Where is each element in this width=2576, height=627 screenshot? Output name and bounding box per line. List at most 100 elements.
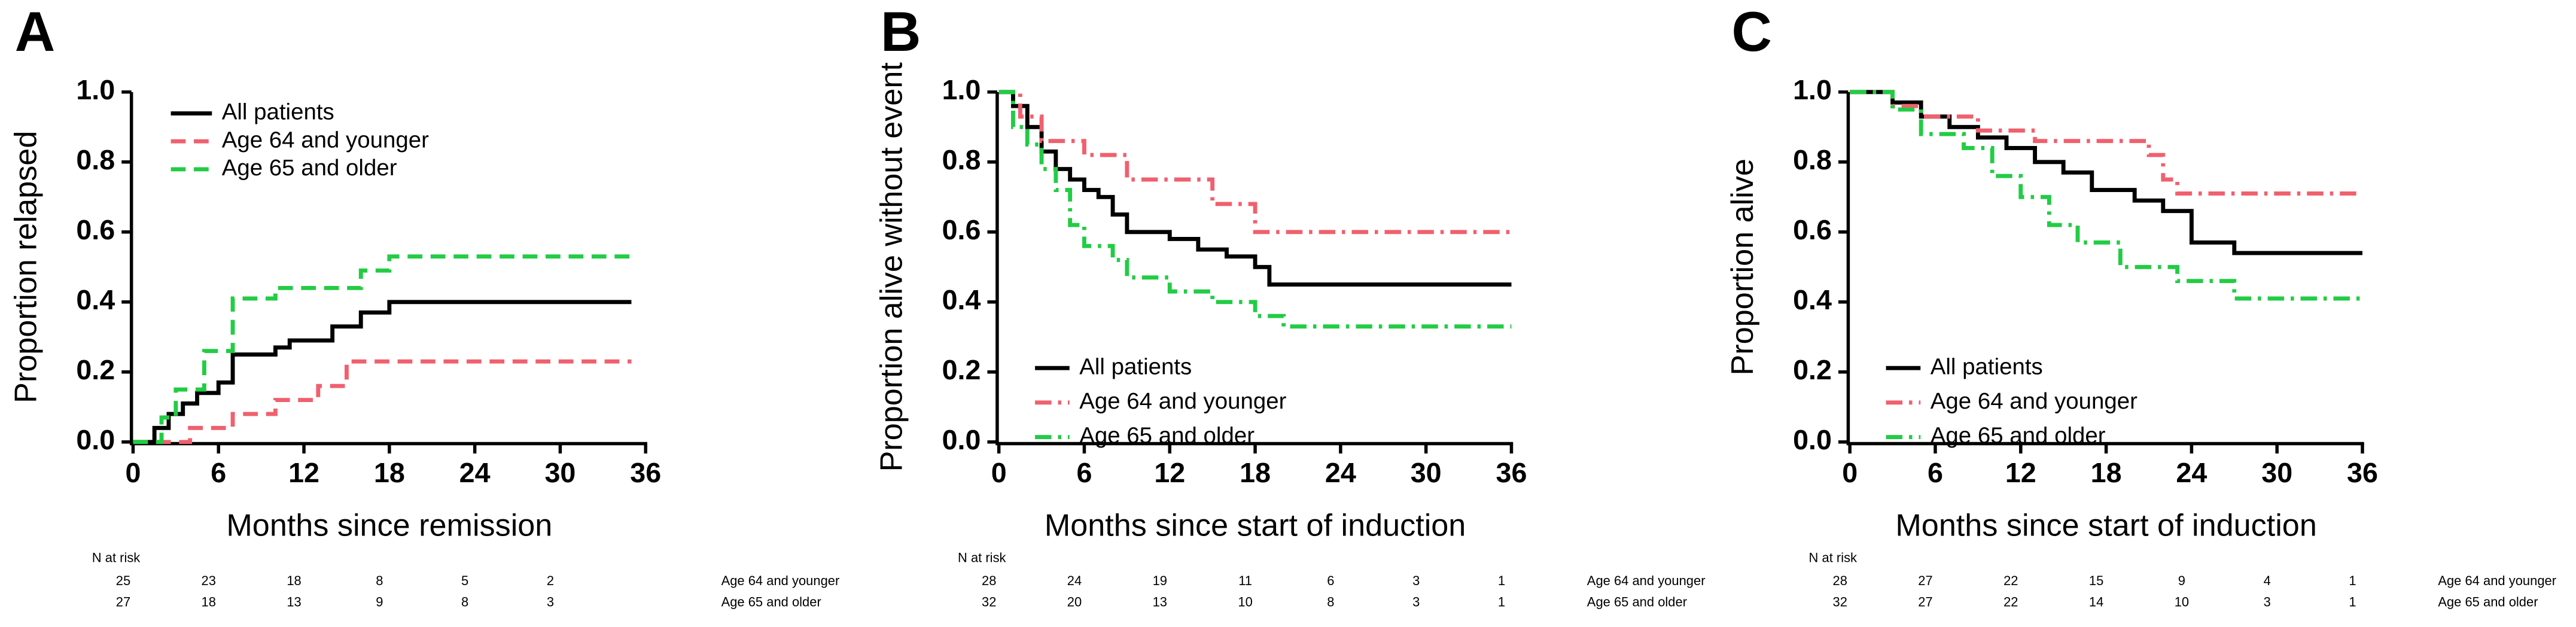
risk-count: 25 bbox=[116, 573, 130, 588]
legend-label: Age 64 and younger bbox=[1079, 388, 1286, 414]
risk-count: 3 bbox=[547, 595, 554, 610]
x-tick-label: 6 bbox=[211, 457, 226, 488]
x-tick-label: 36 bbox=[1496, 457, 1527, 488]
x-tick-label: 24 bbox=[459, 457, 491, 488]
y-tick-label: 0.0 bbox=[76, 424, 115, 455]
survival-curve bbox=[998, 90, 1512, 329]
legend-label: All patients bbox=[1931, 354, 2043, 379]
risk-count: 1 bbox=[2349, 573, 2356, 588]
x-tick-label: 30 bbox=[1411, 457, 1442, 488]
risk-row-name: Age 64 and younger bbox=[721, 573, 840, 588]
risk-count: 19 bbox=[1153, 573, 1167, 588]
x-tick-label: 12 bbox=[2005, 457, 2036, 488]
risk-count: 3 bbox=[2264, 595, 2271, 610]
legend-label: Age 64 and younger bbox=[222, 127, 429, 153]
risk-count: 15 bbox=[2089, 573, 2103, 588]
legend-label: All patients bbox=[222, 99, 334, 125]
risk-count: 8 bbox=[461, 595, 468, 610]
risk-count: 27 bbox=[1918, 573, 1932, 588]
y-tick-label: 0.4 bbox=[76, 284, 115, 315]
x-tick-label: 24 bbox=[1325, 457, 1356, 488]
survival-curve bbox=[133, 300, 632, 445]
y-tick-label: 0.6 bbox=[942, 214, 981, 245]
survival-curve bbox=[998, 90, 1512, 287]
risk-count: 10 bbox=[1238, 595, 1252, 610]
y-tick-label: 0.2 bbox=[942, 354, 981, 385]
x-tick-label: 12 bbox=[1154, 457, 1185, 488]
y-tick-label: 0.0 bbox=[942, 424, 981, 455]
risk-count: 23 bbox=[202, 573, 216, 588]
x-tick-label: 12 bbox=[288, 457, 319, 488]
x-tick-label: 6 bbox=[1928, 457, 1943, 488]
x-tick-label: 30 bbox=[544, 457, 576, 488]
risk-count: 5 bbox=[461, 573, 468, 588]
risk-count: 32 bbox=[1833, 595, 1847, 610]
risk-count: 3 bbox=[1412, 573, 1420, 588]
survival-curve bbox=[1850, 90, 2362, 196]
risk-count: 32 bbox=[982, 595, 996, 610]
risk-count: 14 bbox=[2089, 595, 2103, 610]
risk-count: 24 bbox=[1067, 573, 1082, 588]
x-tick-label: 18 bbox=[1240, 457, 1271, 488]
risk-title: N at risk bbox=[92, 550, 141, 565]
x-tick-label: 18 bbox=[2091, 457, 2122, 488]
legend-label: All patients bbox=[1079, 354, 1192, 379]
x-tick-label: 6 bbox=[1076, 457, 1092, 488]
risk-count: 1 bbox=[2349, 595, 2356, 610]
risk-count: 4 bbox=[2264, 573, 2271, 588]
risk-count: 20 bbox=[1067, 595, 1082, 610]
y-tick-label: 0.0 bbox=[1793, 424, 1832, 455]
risk-row-name: Age 65 and older bbox=[2438, 595, 2538, 610]
y-tick-label: 0.6 bbox=[76, 214, 115, 245]
legend-label: Age 64 and younger bbox=[1931, 388, 2137, 414]
x-tick-label: 0 bbox=[1842, 457, 1858, 488]
legend-label: Age 65 and older bbox=[1079, 423, 1254, 449]
risk-row-name: Age 65 and older bbox=[721, 595, 821, 610]
risk-count: 8 bbox=[1327, 595, 1334, 610]
risk-count: 9 bbox=[376, 595, 383, 610]
x-tick-label: 18 bbox=[374, 457, 405, 488]
risk-count: 10 bbox=[2175, 595, 2189, 610]
x-axis-label: Months since start of induction bbox=[1045, 508, 1466, 543]
y-axis-label: Proportion alive bbox=[1725, 159, 1760, 375]
risk-row-name: Age 64 and younger bbox=[2438, 573, 2556, 588]
x-tick-label: 36 bbox=[2347, 457, 2378, 488]
y-tick-label: 0.8 bbox=[942, 144, 981, 175]
panel-label: B bbox=[881, 0, 921, 63]
risk-count: 1 bbox=[1498, 595, 1505, 610]
y-tick-label: 0.4 bbox=[942, 284, 981, 315]
legend-label: Age 65 and older bbox=[222, 155, 397, 181]
survival-curve bbox=[998, 90, 1512, 235]
x-tick-label: 30 bbox=[2261, 457, 2292, 488]
y-tick-label: 1.0 bbox=[76, 74, 115, 105]
x-axis-label: Months since start of induction bbox=[1895, 508, 2316, 543]
y-tick-label: 0.6 bbox=[1793, 214, 1832, 245]
x-tick-label: 36 bbox=[630, 457, 661, 488]
panel-label: C bbox=[1731, 0, 1771, 63]
risk-count: 11 bbox=[1238, 573, 1252, 588]
y-tick-label: 1.0 bbox=[1793, 74, 1832, 105]
y-tick-label: 0.2 bbox=[1793, 354, 1832, 385]
risk-count: 13 bbox=[287, 595, 301, 610]
risk-count: 2 bbox=[547, 573, 554, 588]
y-tick-label: 0.4 bbox=[1793, 284, 1832, 315]
risk-count: 8 bbox=[376, 573, 383, 588]
risk-count: 1 bbox=[1498, 573, 1505, 588]
x-tick-label: 24 bbox=[2176, 457, 2207, 488]
risk-count: 18 bbox=[202, 595, 216, 610]
x-tick-label: 0 bbox=[125, 457, 141, 488]
survival-curve bbox=[133, 359, 632, 445]
risk-count: 13 bbox=[1153, 595, 1167, 610]
risk-count: 18 bbox=[287, 573, 301, 588]
y-axis-label: Proportion relapsed bbox=[8, 131, 43, 403]
panel-label: A bbox=[15, 0, 55, 63]
y-tick-label: 0.8 bbox=[76, 144, 115, 175]
risk-count: 28 bbox=[1833, 573, 1847, 588]
risk-count: 22 bbox=[2003, 573, 2018, 588]
risk-count: 9 bbox=[2178, 573, 2185, 588]
risk-count: 28 bbox=[982, 573, 996, 588]
survival-curve bbox=[133, 254, 632, 445]
risk-count: 22 bbox=[2003, 595, 2018, 610]
